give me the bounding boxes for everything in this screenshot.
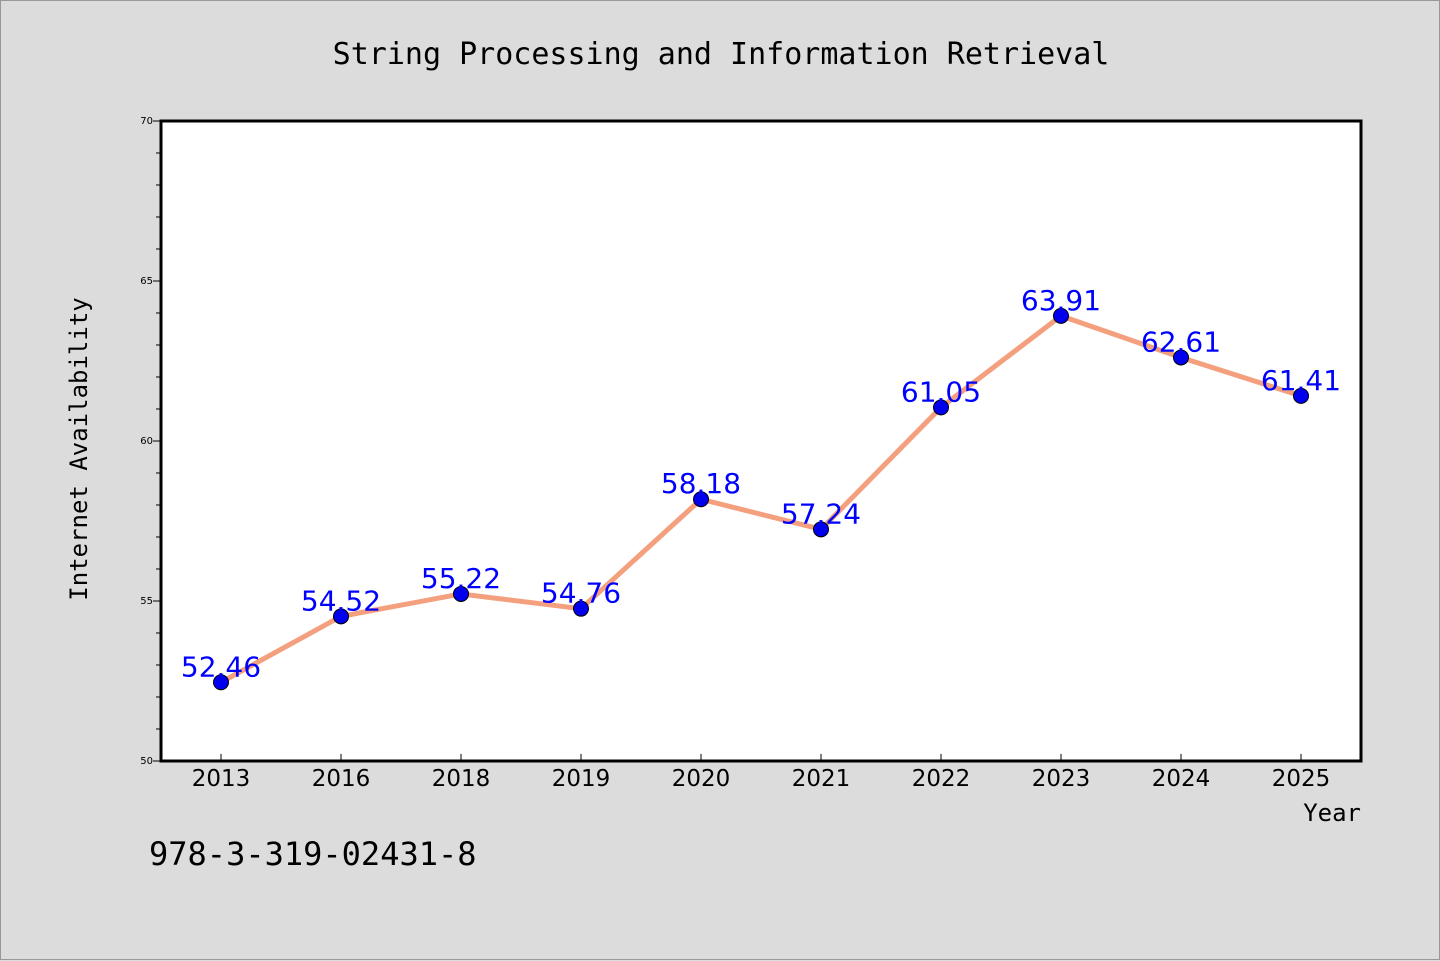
data-point xyxy=(213,674,229,691)
footer-text: 978-3-319-02431-8 xyxy=(149,835,477,873)
x-tick-label: 2025 xyxy=(1272,766,1331,792)
x-tick-label: 2018 xyxy=(432,766,491,792)
x-tick-label: 2022 xyxy=(912,766,971,792)
y-tick-label: 60 xyxy=(140,436,153,447)
x-axis-label: Year xyxy=(1303,799,1361,827)
y-axis-label: Internet Availability xyxy=(65,297,93,600)
data-point xyxy=(693,491,709,508)
y-tick-label: 70 xyxy=(140,116,153,127)
x-tick-label: 2021 xyxy=(792,766,851,792)
data-point xyxy=(1293,387,1309,404)
data-label: 63.91 xyxy=(1021,284,1101,317)
data-point xyxy=(813,521,829,538)
x-axis: 2013 2016 2018 2019 2020 2021 2022 2023 2024 2025 xyxy=(192,754,1331,792)
plot-area xyxy=(161,121,1361,761)
x-tick-label: 2019 xyxy=(552,766,611,792)
data-point xyxy=(1053,307,1069,324)
data-label: 58.18 xyxy=(661,467,741,500)
chart-title: String Processing and Information Retrie… xyxy=(333,37,1110,72)
plot-frame xyxy=(159,119,1363,763)
y-axis: 50 55 60 65 70 xyxy=(140,116,161,767)
y-tick-label: 55 xyxy=(140,596,153,607)
x-tick-label: 2023 xyxy=(1032,766,1091,792)
data-label: 54.76 xyxy=(541,577,621,610)
data-label: 61.05 xyxy=(901,375,981,408)
data-point xyxy=(453,585,469,602)
data-label: 57.24 xyxy=(781,497,861,530)
y-tick-label: 50 xyxy=(140,756,153,767)
x-tick-label: 2024 xyxy=(1152,766,1211,792)
data-label: 61.41 xyxy=(1261,364,1341,397)
series-line xyxy=(218,313,1304,685)
x-tick-label: 2016 xyxy=(312,766,371,792)
y-tick-label: 65 xyxy=(140,276,153,287)
x-tick-label: 2013 xyxy=(192,766,251,792)
data-label: 54.52 xyxy=(301,584,381,617)
x-tick-label: 2020 xyxy=(672,766,731,792)
data-point xyxy=(333,608,349,625)
data-point xyxy=(933,399,949,416)
data-label: 62.61 xyxy=(1141,325,1221,358)
data-label: 55.22 xyxy=(421,562,501,595)
data-point xyxy=(1173,349,1189,366)
series-layer: 52.46 54.52 55.22 54.76 58.18 57.24 61.05 63.91… xyxy=(181,284,1341,691)
data-point xyxy=(573,600,589,617)
data-label: 52.46 xyxy=(181,650,261,683)
